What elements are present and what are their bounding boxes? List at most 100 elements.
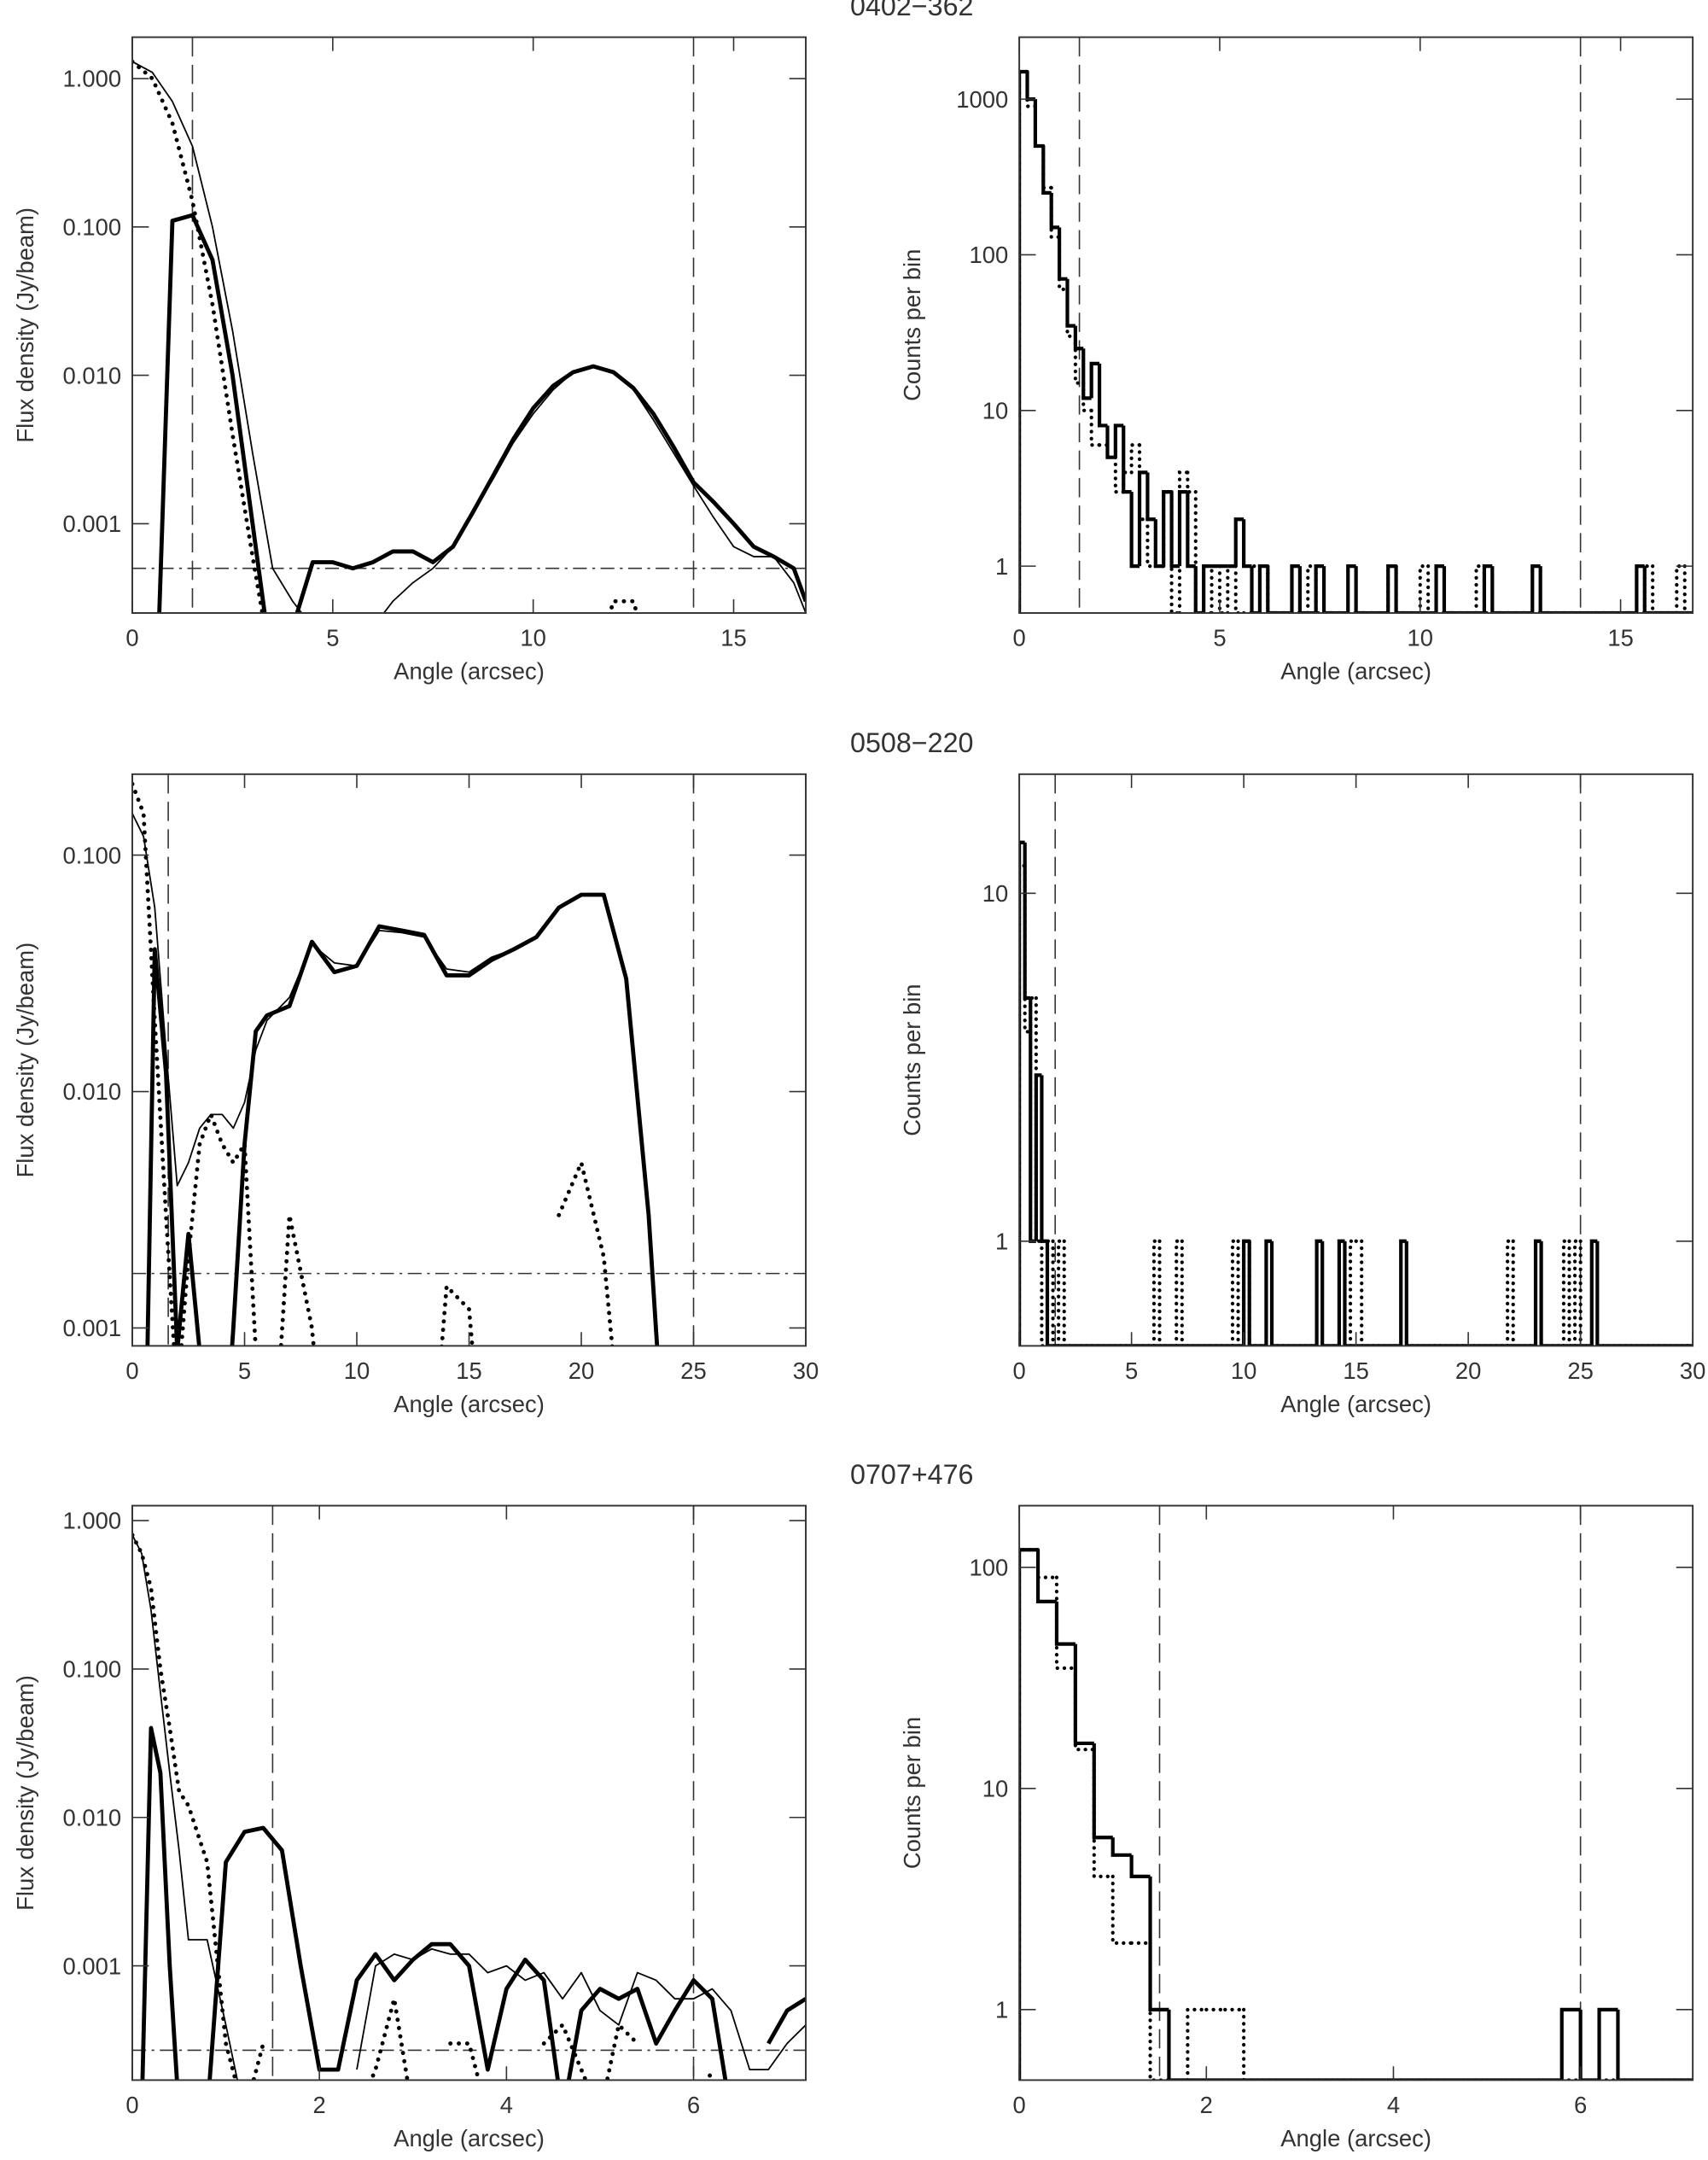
histogram-bin bbox=[1538, 566, 1549, 614]
plot-area bbox=[1019, 37, 1693, 614]
x-tick-label: 5 bbox=[1213, 625, 1226, 651]
y-tick-label: 0.001 bbox=[63, 1315, 122, 1341]
histogram-bin bbox=[1266, 564, 1278, 614]
histogram-bin bbox=[1442, 566, 1453, 614]
histogram-bin bbox=[1418, 564, 1431, 614]
profile-line bbox=[157, 213, 807, 614]
x-tick-label: 20 bbox=[1455, 1357, 1481, 1384]
histogram-bin bbox=[1242, 1239, 1251, 1346]
y-tick-label: 0.010 bbox=[63, 1078, 122, 1105]
histogram-bin bbox=[1033, 104, 1046, 149]
y-tick-label: 100 bbox=[969, 1554, 1008, 1580]
histogram-bin bbox=[1348, 1239, 1358, 1346]
histogram-bin bbox=[1045, 1239, 1055, 1346]
y-axis-label: Counts per bin bbox=[899, 984, 925, 1135]
plot-area bbox=[1019, 1505, 1693, 2081]
histogram-bin bbox=[1025, 69, 1038, 108]
histogram-bin bbox=[1572, 1239, 1583, 1346]
plot-frame bbox=[1018, 36, 1694, 614]
histogram-bin bbox=[1151, 1239, 1162, 1346]
histogram-bin bbox=[1306, 564, 1318, 614]
plot-area bbox=[132, 37, 807, 614]
x-tick-label: 0 bbox=[125, 2092, 138, 2118]
histogram-bin bbox=[1040, 1075, 1047, 1243]
y-axis-label: Counts per bin bbox=[899, 1717, 925, 1869]
histogram-bin bbox=[1122, 470, 1134, 494]
histogram-bin bbox=[1175, 1239, 1184, 1346]
histogram-bin bbox=[1539, 1241, 1548, 1346]
histogram-bin bbox=[1186, 2007, 1209, 2081]
histogram-bin bbox=[1105, 443, 1117, 459]
histogram-bin bbox=[1054, 1601, 1076, 1646]
histogram-bin bbox=[1129, 492, 1140, 569]
x-tick-label: 2 bbox=[1200, 2092, 1213, 2118]
histogram-bin bbox=[1092, 1748, 1115, 1878]
histogram-bin bbox=[1177, 470, 1190, 614]
histogram-bin bbox=[1065, 287, 1077, 338]
histogram-bin bbox=[1113, 423, 1124, 458]
x-tick-label: 10 bbox=[1231, 1357, 1256, 1384]
x-tick-label: 10 bbox=[344, 1357, 370, 1384]
x-axis-label: Angle (arcsec) bbox=[393, 657, 545, 684]
histogram-bin bbox=[1035, 1550, 1057, 1604]
x-tick-label: 30 bbox=[793, 1357, 819, 1384]
x-tick-label: 25 bbox=[1567, 1357, 1593, 1384]
plot-area bbox=[1019, 774, 1693, 1346]
profile-line bbox=[132, 1532, 714, 2081]
histogram-bin bbox=[1426, 564, 1438, 614]
histogram-bin bbox=[1145, 517, 1157, 569]
histogram-bin bbox=[1019, 1548, 1039, 2081]
histogram-bin bbox=[1167, 2009, 1188, 2081]
x-tick-label: 10 bbox=[1408, 625, 1433, 651]
histogram-bin bbox=[1386, 564, 1398, 614]
histogram-bin bbox=[1651, 564, 1663, 614]
histogram-bin bbox=[1404, 1241, 1413, 1346]
histogram-bin bbox=[1506, 1239, 1515, 1346]
histogram-bin bbox=[1247, 1239, 1257, 1346]
histogram-bin bbox=[1202, 564, 1212, 614]
histogram-bin bbox=[1297, 566, 1309, 614]
histogram-bin bbox=[1019, 69, 1028, 614]
y-tick-label: 1 bbox=[995, 1228, 1008, 1254]
y-tick-label: 0.100 bbox=[63, 1656, 122, 1683]
histogram-bin bbox=[1129, 1854, 1151, 1878]
y-axis-label: Flux density (Jy/beam) bbox=[12, 943, 38, 1178]
plot-area bbox=[132, 1505, 807, 2081]
histogram-bin bbox=[1578, 1239, 1588, 1346]
x-tick-label: 4 bbox=[1387, 2092, 1400, 2118]
histogram-bin bbox=[1092, 1743, 1113, 1840]
histogram-bin bbox=[1129, 443, 1142, 475]
histogram-bin bbox=[1250, 564, 1262, 614]
x-tick-label: 0 bbox=[1012, 625, 1025, 651]
histogram-bin bbox=[1169, 490, 1182, 614]
y-tick-label: 1 bbox=[995, 1997, 1008, 2023]
histogram-bin bbox=[1210, 564, 1222, 614]
histogram-bin bbox=[1019, 840, 1025, 1346]
profile-line bbox=[132, 59, 639, 614]
histogram-bin bbox=[1474, 564, 1487, 614]
profile-line bbox=[132, 813, 604, 1187]
x-tick-label: 15 bbox=[1607, 625, 1633, 651]
histogram-bin bbox=[1530, 564, 1541, 614]
histogram-bin bbox=[1321, 566, 1332, 614]
x-tick-label: 6 bbox=[687, 2092, 700, 2118]
y-axis-label: Flux density (Jy/beam) bbox=[12, 1675, 38, 1911]
histogram-bin bbox=[1041, 143, 1053, 190]
x-tick-label: 0 bbox=[125, 625, 138, 651]
histogram-bin bbox=[1162, 490, 1172, 567]
x-tick-label: 10 bbox=[520, 625, 545, 651]
histogram-bin bbox=[1346, 564, 1356, 614]
plot-frame bbox=[1018, 1504, 1694, 2081]
plot-frame bbox=[131, 1504, 807, 2081]
histogram-bin bbox=[1314, 564, 1326, 614]
histogram-bin bbox=[1073, 1643, 1094, 1746]
y-tick-label: 0.100 bbox=[63, 842, 122, 868]
histogram-bin bbox=[1242, 2007, 1265, 2081]
histogram-bin bbox=[1193, 490, 1206, 614]
y-tick-label: 0.010 bbox=[63, 1804, 122, 1830]
histogram-bin bbox=[1019, 863, 1027, 1346]
histogram-bin bbox=[1399, 1239, 1407, 1346]
y-tick-label: 0.001 bbox=[63, 1953, 122, 1979]
y-tick-label: 0.001 bbox=[63, 511, 122, 537]
